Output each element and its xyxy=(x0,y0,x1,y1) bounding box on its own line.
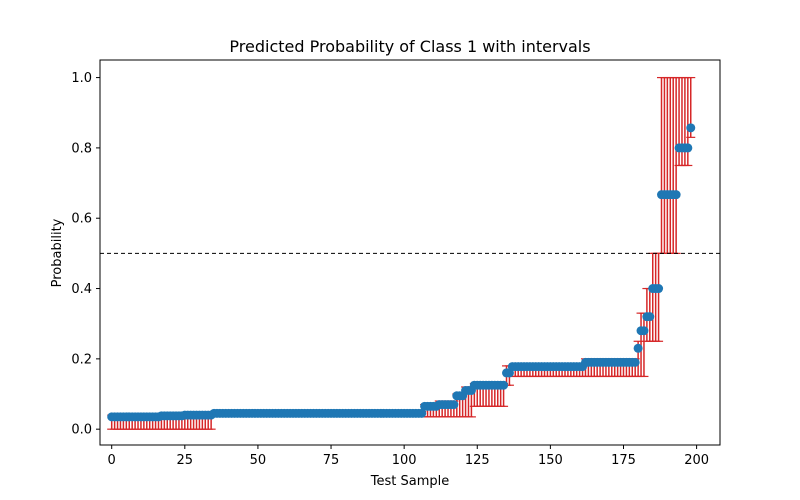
y-tick-label: 0.2 xyxy=(71,352,92,367)
y-tick-label: 0.4 xyxy=(71,282,92,297)
y-tick-label: 0.6 xyxy=(71,212,92,227)
x-tick-label: 150 xyxy=(538,453,563,468)
x-tick-label: 125 xyxy=(465,453,490,468)
x-tick-label: 0 xyxy=(108,453,116,468)
x-tick-label: 50 xyxy=(250,453,267,468)
plot-area xyxy=(100,76,720,430)
x-tick-label: 200 xyxy=(684,453,709,468)
x-tick-label: 75 xyxy=(323,453,340,468)
data-point xyxy=(686,123,696,133)
data-point xyxy=(645,312,655,322)
point-layer xyxy=(107,123,696,422)
data-point xyxy=(499,380,509,390)
x-axis-title: Test Sample xyxy=(370,474,449,489)
data-point xyxy=(639,326,649,336)
data-point xyxy=(630,357,640,367)
x-tick-label: 100 xyxy=(392,453,417,468)
x-tick-label: 175 xyxy=(611,453,636,468)
y-tick-label: 0.8 xyxy=(71,141,92,156)
x-axis: 0 25 50 75 100 125 150 175 200 xyxy=(108,445,709,468)
y-axis: 0.0 0.2 0.4 0.6 0.8 1.0 xyxy=(71,71,100,438)
y-tick-label: 1.0 xyxy=(71,71,92,86)
y-tick-label: 0.0 xyxy=(71,423,92,438)
data-point xyxy=(449,400,459,410)
axes-frame xyxy=(99,59,721,446)
data-point xyxy=(654,284,664,294)
data-point xyxy=(671,190,681,200)
y-axis-title: Probability xyxy=(50,218,65,287)
data-point xyxy=(683,143,693,153)
x-tick-label: 25 xyxy=(177,453,194,468)
chart-title: Predicted Probability of Class 1 with in… xyxy=(229,37,590,56)
data-point xyxy=(417,408,427,418)
data-point xyxy=(633,343,643,353)
